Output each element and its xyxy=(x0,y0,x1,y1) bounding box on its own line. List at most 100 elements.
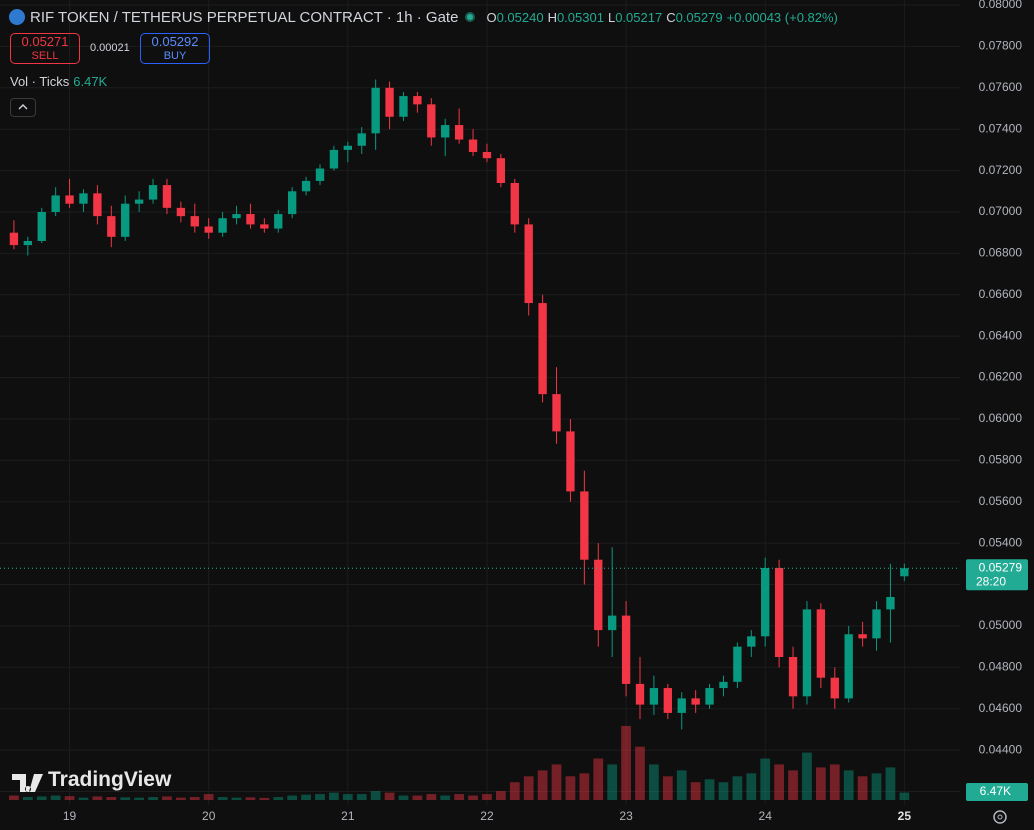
candle-body xyxy=(343,145,352,150)
x-tick-label: 20 xyxy=(202,809,216,823)
candle-body xyxy=(858,634,867,639)
y-tick-label: 0.06800 xyxy=(979,246,1023,260)
volume-bar xyxy=(148,797,158,800)
y-tick-label: 0.06000 xyxy=(979,411,1023,425)
volume-bar xyxy=(176,797,186,800)
buy-price[interactable]: 0.05292 xyxy=(151,34,199,49)
symbol-icon-circle xyxy=(9,9,25,25)
settings-icon[interactable] xyxy=(993,810,1007,824)
candle-body xyxy=(663,688,672,713)
candle-body xyxy=(872,609,881,639)
volume-bar xyxy=(732,776,743,800)
collapse-button[interactable] xyxy=(10,98,36,117)
ohlc-key: H xyxy=(547,9,557,25)
volume-bar xyxy=(871,773,882,800)
ohlc-key: C xyxy=(666,9,676,25)
candle-body xyxy=(107,216,116,237)
candle-body xyxy=(385,87,394,117)
candle-body xyxy=(830,677,839,699)
volume-bar xyxy=(802,752,812,800)
y-tick-label: 0.07800 xyxy=(979,39,1023,53)
candle-body xyxy=(246,214,255,225)
candle-body xyxy=(315,168,325,181)
ohlc-value: 0.05217 xyxy=(615,9,663,25)
candle-body xyxy=(524,224,533,304)
x-tick-label: 19 xyxy=(63,809,77,823)
candle-body xyxy=(816,609,826,678)
y-tick-label: 0.05400 xyxy=(979,535,1023,549)
buy-label[interactable]: BUY xyxy=(163,50,187,62)
candle-body xyxy=(552,394,561,432)
settings-gear[interactable] xyxy=(993,810,1007,824)
change: +0.00043 (+0.82%) xyxy=(726,9,838,25)
last-price-label: 0.05279 xyxy=(979,560,1023,574)
volume-bar xyxy=(816,767,826,800)
candle-body xyxy=(51,195,60,212)
candle-body xyxy=(329,149,339,169)
volume-bar xyxy=(760,758,771,800)
volume-bar xyxy=(676,770,687,800)
candle-body xyxy=(608,615,617,631)
y-tick-label: 0.06400 xyxy=(979,328,1023,342)
volume-bar xyxy=(50,795,61,800)
candle-body xyxy=(468,139,478,152)
collapse-icon[interactable] xyxy=(11,99,35,116)
volume-bar xyxy=(231,797,242,800)
volume-legend: Vol · Ticks 6.47K xyxy=(10,74,107,89)
candle-body xyxy=(218,218,227,233)
spread: 0.00021 xyxy=(90,42,130,54)
y-tick-label: 0.08000 xyxy=(979,0,1023,11)
chevron[interactable] xyxy=(18,104,28,110)
volume-bar xyxy=(329,792,339,800)
volume-tag xyxy=(966,783,1028,801)
volume-bar xyxy=(718,782,729,800)
branding: TradingView xyxy=(48,768,172,791)
ohlc-value: 0.05240 xyxy=(496,9,544,25)
x-tick-label: 23 xyxy=(619,809,633,823)
volume-value: 6.47K xyxy=(73,74,108,89)
y-tick-label: 0.05000 xyxy=(979,618,1023,632)
candle-body xyxy=(802,609,812,697)
ohlc-key: O xyxy=(486,9,497,25)
ohlc-key: L xyxy=(607,9,616,25)
volume-bar xyxy=(106,797,117,800)
sell-label[interactable]: SELL xyxy=(31,50,59,62)
status-dot xyxy=(465,12,476,22)
volume-bar xyxy=(398,795,409,800)
volume-bar xyxy=(649,764,659,800)
y-tick-label: 0.04800 xyxy=(979,660,1023,674)
countdown-label: 28:20 xyxy=(976,574,1006,588)
candle-body xyxy=(844,634,853,699)
volume-bar xyxy=(885,767,896,800)
candle-body xyxy=(482,151,492,159)
last-price-tag xyxy=(966,559,1028,591)
volume-bar xyxy=(342,794,353,800)
logo-icon xyxy=(12,774,43,792)
volume-bar xyxy=(9,795,19,800)
y-tick-label: 0.06600 xyxy=(979,287,1023,301)
volume-bar xyxy=(843,770,854,800)
volume-bar xyxy=(509,782,520,800)
candle-body xyxy=(371,87,380,134)
y-tick-label: 0.07000 xyxy=(979,204,1023,218)
volume-tag-label: 6.47K xyxy=(980,784,1011,798)
volume-bar xyxy=(523,776,534,800)
y-tick-label: 0.07600 xyxy=(979,80,1023,94)
candle-body xyxy=(580,491,589,560)
candle-body xyxy=(900,568,909,577)
y-tick-label: 0.05800 xyxy=(979,453,1023,467)
sell-price[interactable]: 0.05271 xyxy=(21,34,69,49)
settings-center[interactable] xyxy=(997,814,1003,820)
buy-button[interactable]: 0.05292 BUY xyxy=(140,33,210,64)
candle-body xyxy=(190,216,199,227)
candle-body xyxy=(176,207,186,217)
y-tick-label: 0.07400 xyxy=(979,121,1023,135)
sell-button[interactable]: 0.05271 SELL xyxy=(10,33,80,64)
candle-body xyxy=(204,226,213,233)
candle-body xyxy=(733,646,742,682)
volume-bar xyxy=(565,776,576,800)
candle-body xyxy=(427,104,436,138)
